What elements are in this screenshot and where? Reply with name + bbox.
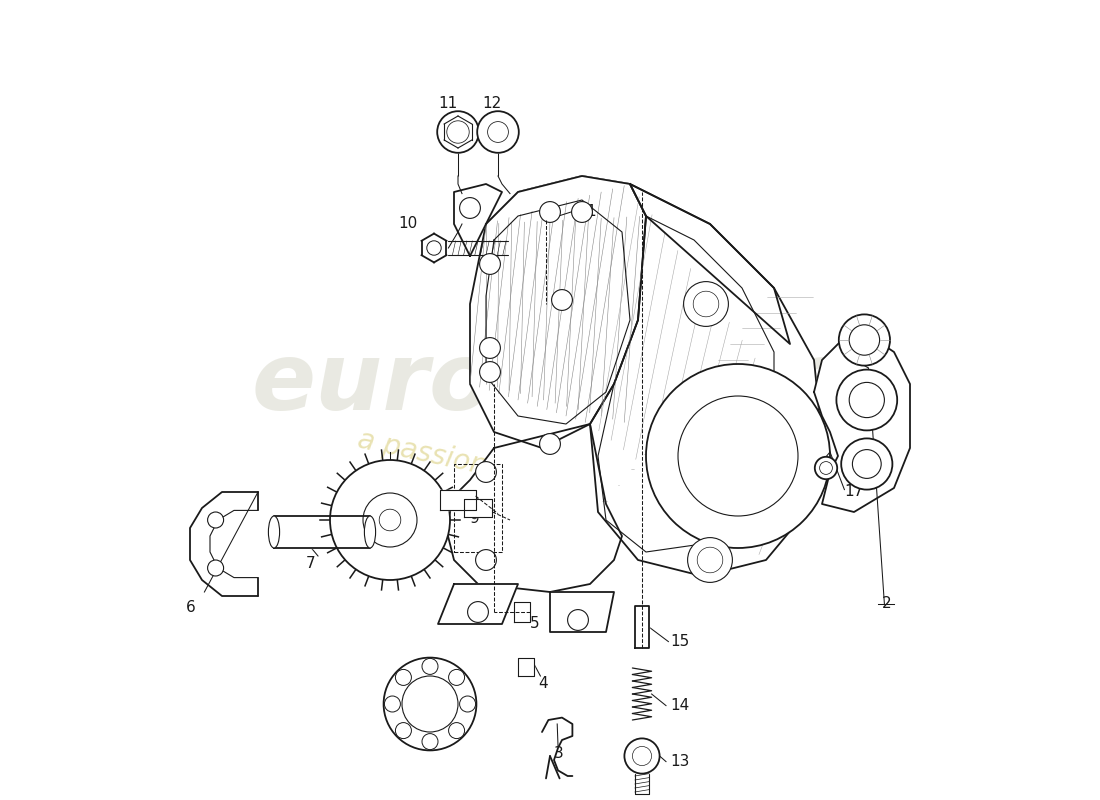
Circle shape xyxy=(849,382,884,418)
Circle shape xyxy=(437,111,478,153)
Circle shape xyxy=(384,658,476,750)
Text: 10: 10 xyxy=(398,217,417,231)
Circle shape xyxy=(480,254,501,274)
Polygon shape xyxy=(274,516,370,548)
Circle shape xyxy=(693,291,718,317)
Circle shape xyxy=(402,676,458,732)
Text: 17: 17 xyxy=(845,485,864,499)
Circle shape xyxy=(683,282,728,326)
Polygon shape xyxy=(590,184,822,576)
Text: 1: 1 xyxy=(586,205,595,219)
Text: 9: 9 xyxy=(470,511,480,526)
Circle shape xyxy=(422,658,438,674)
Polygon shape xyxy=(486,176,790,344)
Text: 12: 12 xyxy=(483,97,502,111)
Circle shape xyxy=(646,364,830,548)
Ellipse shape xyxy=(268,516,279,548)
Text: eurospares: eurospares xyxy=(251,338,849,430)
Text: 5: 5 xyxy=(530,617,540,631)
Circle shape xyxy=(379,509,400,531)
Circle shape xyxy=(632,746,651,766)
Polygon shape xyxy=(514,602,530,622)
Polygon shape xyxy=(438,584,518,624)
Polygon shape xyxy=(814,336,910,512)
Circle shape xyxy=(427,241,441,255)
Circle shape xyxy=(480,338,501,358)
Circle shape xyxy=(842,438,892,490)
Ellipse shape xyxy=(364,516,375,548)
Text: 13: 13 xyxy=(670,754,690,769)
Text: 7: 7 xyxy=(306,557,316,571)
Text: 16: 16 xyxy=(446,722,465,737)
Circle shape xyxy=(208,512,223,528)
Polygon shape xyxy=(446,424,622,592)
Circle shape xyxy=(688,538,733,582)
Circle shape xyxy=(625,738,660,774)
Circle shape xyxy=(487,122,508,142)
Polygon shape xyxy=(518,658,534,676)
Circle shape xyxy=(449,722,464,738)
Circle shape xyxy=(330,460,450,580)
Circle shape xyxy=(568,610,588,630)
Polygon shape xyxy=(635,606,649,648)
Circle shape xyxy=(697,547,723,573)
Circle shape xyxy=(460,696,475,712)
Circle shape xyxy=(363,493,417,547)
Circle shape xyxy=(572,202,593,222)
Circle shape xyxy=(820,462,833,474)
Circle shape xyxy=(449,670,464,686)
Circle shape xyxy=(678,396,798,516)
Circle shape xyxy=(540,434,560,454)
Text: 9: 9 xyxy=(470,497,480,511)
Text: a passion for porsches 1985: a passion for porsches 1985 xyxy=(355,426,745,534)
Circle shape xyxy=(849,325,880,355)
Text: 6: 6 xyxy=(186,601,196,615)
Circle shape xyxy=(839,314,890,366)
Polygon shape xyxy=(470,176,646,448)
Circle shape xyxy=(477,111,519,153)
Text: 4: 4 xyxy=(538,677,548,691)
Circle shape xyxy=(208,560,223,576)
Text: 15: 15 xyxy=(670,634,690,649)
Circle shape xyxy=(815,457,837,479)
Circle shape xyxy=(480,362,501,382)
Text: 14: 14 xyxy=(670,698,690,713)
Circle shape xyxy=(540,202,560,222)
Circle shape xyxy=(475,550,496,570)
Polygon shape xyxy=(454,184,502,256)
Circle shape xyxy=(468,602,488,622)
Circle shape xyxy=(852,450,881,478)
Circle shape xyxy=(447,121,470,143)
Text: 3: 3 xyxy=(554,746,563,761)
Circle shape xyxy=(384,696,400,712)
Circle shape xyxy=(395,670,411,686)
Circle shape xyxy=(422,734,438,750)
Text: 11: 11 xyxy=(438,97,458,111)
Circle shape xyxy=(460,198,481,218)
Circle shape xyxy=(551,290,572,310)
Polygon shape xyxy=(440,490,475,510)
Text: 2: 2 xyxy=(882,597,892,611)
Circle shape xyxy=(836,370,898,430)
Text: 8: 8 xyxy=(386,565,396,579)
Polygon shape xyxy=(550,592,614,632)
Polygon shape xyxy=(463,499,493,517)
Circle shape xyxy=(395,722,411,738)
Circle shape xyxy=(475,462,496,482)
